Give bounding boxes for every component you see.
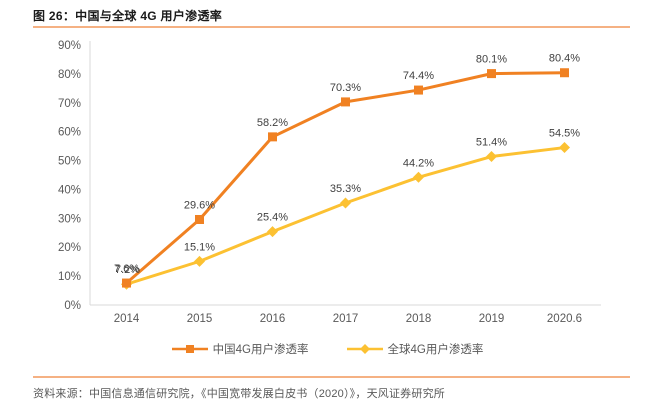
title-divider xyxy=(33,26,630,28)
x-tick-label: 2020.6 xyxy=(547,313,582,325)
legend-label: 中国4G用户渗透率 xyxy=(212,344,309,356)
y-tick-label: 70% xyxy=(58,98,81,110)
legend-label: 全球4G用户渗透率 xyxy=(387,344,484,356)
china-4g-penetration-marker xyxy=(195,214,204,224)
global-4g-penetration-legend-marker-icon xyxy=(346,344,383,354)
x-tick-label: 2017 xyxy=(333,313,359,325)
china-4g-penetration-data-label: 70.3% xyxy=(330,82,361,94)
china-4g-penetration-data-label: 7.6% xyxy=(114,263,139,275)
figure-title: 图 26：中国与全球 4G 用户渗透率 xyxy=(33,9,223,23)
china-4g-penetration-marker xyxy=(341,97,350,107)
global-4g-penetration-marker xyxy=(340,197,351,209)
china-4g-penetration-data-label: 29.6% xyxy=(184,199,215,211)
china-4g-penetration-data-label: 74.4% xyxy=(403,70,434,82)
china-4g-penetration-marker xyxy=(487,69,496,79)
y-tick-label: 50% xyxy=(58,156,81,168)
global-4g-penetration-data-label: 35.3% xyxy=(330,183,361,195)
global-4g-penetration-marker xyxy=(559,142,570,154)
global-4g-penetration-marker xyxy=(413,171,424,183)
global-4g-penetration-line xyxy=(126,146,565,286)
global-4g-penetration-marker xyxy=(486,151,497,163)
y-tick-label: 80% xyxy=(58,69,81,81)
x-tick-label: 2015 xyxy=(187,313,213,325)
source-note: 资料来源：中国信息通信研究院，《中国宽带发展白皮书（2020）》，天风证券研究所 xyxy=(33,388,445,400)
x-tick-label: 2019 xyxy=(479,313,505,325)
global-4g-penetration-data-label: 7.2% xyxy=(115,264,140,276)
legend-item-china-4g-penetration: 中国4G用户渗透率 xyxy=(171,341,309,357)
line-chart: 0% 10% 20% 30% 40% 50% 60% 70% 80% 90% 2014 2015 201… xyxy=(30,36,645,336)
x-tick-label: 2014 xyxy=(114,313,140,325)
china-4g-penetration-legend-marker-icon xyxy=(171,345,208,353)
y-tick-label: 40% xyxy=(58,184,81,196)
y-tick-label: 10% xyxy=(58,271,81,283)
global-4g-penetration-marker xyxy=(267,226,278,238)
legend-item-global-4g-penetration: 全球4G用户渗透率 xyxy=(346,341,484,357)
y-tick-label: 0% xyxy=(64,300,81,312)
x-tick-label: 2016 xyxy=(260,313,286,325)
footer-divider xyxy=(33,376,630,378)
y-tick-label: 30% xyxy=(58,213,81,225)
china-4g-penetration-data-label: 80.4% xyxy=(549,53,580,65)
y-tick-label: 60% xyxy=(58,127,81,139)
china-4g-penetration-marker xyxy=(268,132,277,142)
global-4g-penetration-data-label: 15.1% xyxy=(184,241,215,253)
china-4g-penetration-marker xyxy=(414,85,423,95)
china-4g-penetration-data-label: 80.1% xyxy=(476,54,507,66)
chart-legend: 中国4G用户渗透率 全球4G用户渗透率 xyxy=(0,341,655,357)
y-tick-label: 20% xyxy=(58,242,81,254)
global-4g-penetration-data-label: 54.5% xyxy=(549,128,580,140)
global-4g-penetration-data-label: 44.2% xyxy=(403,157,434,169)
y-tick-label: 90% xyxy=(58,40,81,52)
china-4g-penetration-data-label: 58.2% xyxy=(257,117,288,129)
china-4g-penetration-marker xyxy=(122,278,131,288)
global-4g-penetration-data-label: 51.4% xyxy=(476,137,507,149)
china-4g-penetration-marker xyxy=(560,68,569,78)
global-4g-penetration-marker xyxy=(194,255,205,267)
x-tick-label: 2018 xyxy=(406,313,432,325)
global-4g-penetration-data-label: 25.4% xyxy=(257,212,288,224)
chart-svg: 0% 10% 20% 30% 40% 50% 60% 70% 80% 90% 2014 2015 201… xyxy=(58,40,601,325)
